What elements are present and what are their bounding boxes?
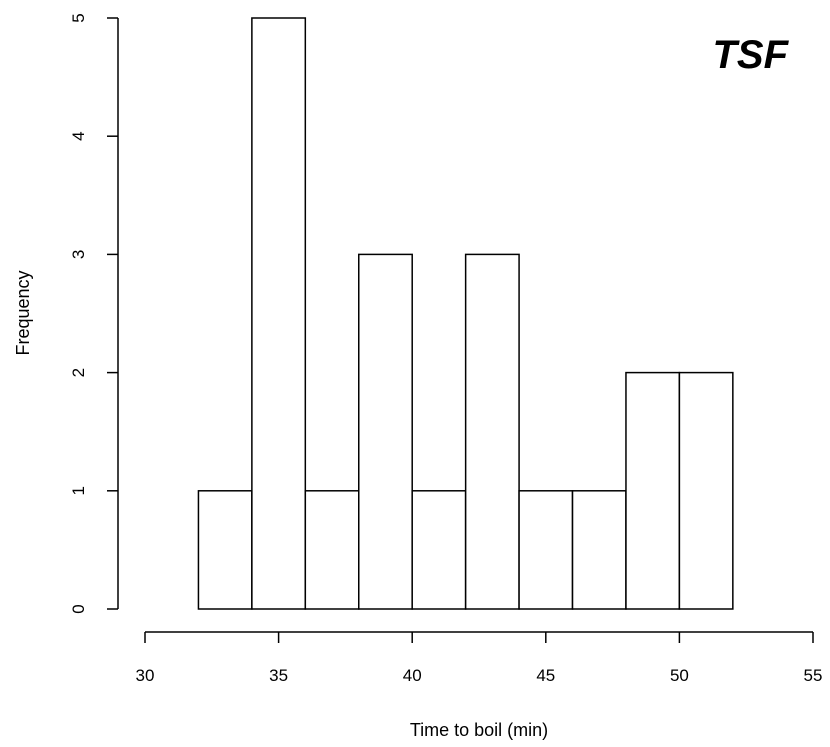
x-tick-label-45: 45: [536, 666, 555, 685]
histogram-bar-3: [304, 490, 360, 610]
histogram-bar-4: [358, 253, 413, 610]
y-axis-title: Frequency: [13, 270, 33, 355]
x-tick-label-50: 50: [670, 666, 689, 685]
histogram-bar-2: [251, 17, 307, 610]
y-tick-label-2: 2: [69, 368, 88, 377]
histogram-bar-8: [571, 490, 627, 610]
histogram-bar-7: [518, 490, 574, 610]
y-tick-label-5: 5: [69, 13, 88, 22]
x-axis-title: Time to boil (min): [410, 720, 548, 740]
y-tick-label-1: 1: [69, 486, 88, 495]
x-axis: 30 35 40 45 50 55: [136, 631, 823, 685]
histogram-bar-10: [678, 371, 734, 610]
histogram-bar-6: [464, 253, 520, 610]
y-tick-label-0: 0: [69, 604, 88, 613]
bars-group: [197, 17, 734, 610]
chart-annotation: TSF: [712, 33, 789, 77]
x-tick-label-35: 35: [269, 666, 288, 685]
y-axis: 0 1 2 3 4 5: [69, 13, 119, 614]
y-tick-label-4: 4: [69, 131, 88, 140]
histogram-bar-1: [197, 490, 253, 610]
histogram-bar-9: [625, 371, 681, 610]
y-tick-label-3: 3: [69, 250, 88, 259]
histogram-bar-5: [411, 490, 467, 610]
x-tick-label-55: 55: [804, 666, 823, 685]
x-tick-label-30: 30: [136, 666, 155, 685]
x-tick-label-40: 40: [403, 666, 422, 685]
